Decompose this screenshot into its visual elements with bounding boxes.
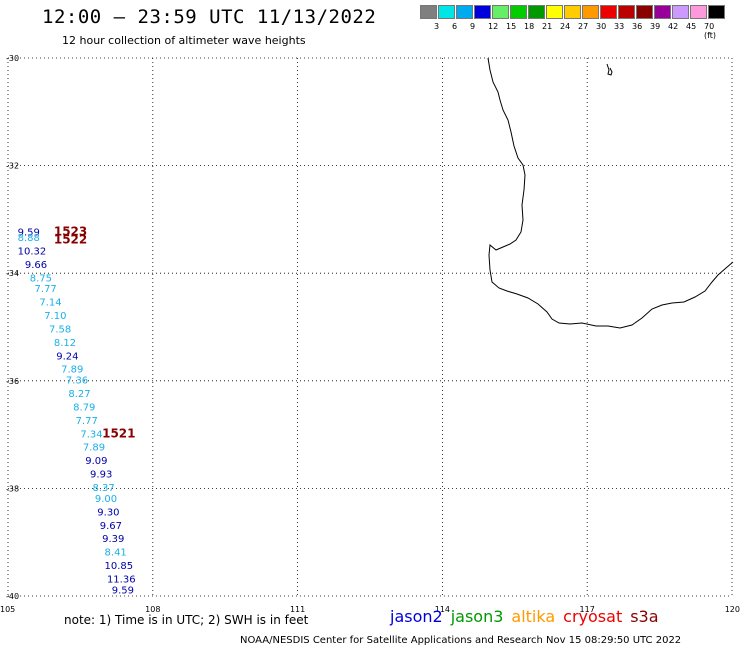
legend-satellite-name: s3a (630, 607, 659, 626)
australia-coastline (487, 57, 734, 329)
credit-line: NOAA/NESDIS Center for Satellite Applica… (240, 635, 682, 646)
wave-height-value: 9.39 (102, 534, 124, 545)
wave-height-value: 7.77 (35, 284, 57, 295)
color-swatch (546, 5, 563, 19)
axis-labels: -30 -32 -34 -36 -38 -40 105 108 111 114 117 120 (0, 54, 740, 614)
color-swatch (600, 5, 617, 19)
lat-tick-label: -32 (6, 162, 19, 171)
color-swatch (528, 5, 545, 19)
wave-height-value: 8.12 (54, 338, 76, 349)
color-swatch (636, 5, 653, 19)
lat-tick-label: -30 (6, 54, 19, 63)
color-scale-swatches (420, 5, 726, 19)
legend-satellite-name: jason2 (390, 607, 443, 626)
color-swatch (582, 5, 599, 19)
lat-tick-label: -34 (6, 269, 19, 278)
lon-tick-label: 120 (725, 605, 740, 614)
wave-height-value: 11.36 (107, 575, 136, 586)
wave-height-value: 7.58 (49, 324, 71, 335)
wave-height-color-scale: 3 6 9 12 15 18 21 24 27 30 33 36 39 42 45 70 (ft) (420, 5, 726, 40)
color-scale-tick-label: 18 (524, 22, 535, 31)
wave-height-value: 8.75 (30, 273, 52, 284)
color-swatch (618, 5, 635, 19)
lat-lon-grid (7, 57, 733, 597)
color-swatch (708, 5, 725, 19)
color-scale-tick-label: 21 (542, 22, 553, 31)
wave-height-value: 8.37 (92, 483, 114, 494)
lat-tick-label: -38 (6, 484, 19, 493)
color-swatch (510, 5, 527, 19)
wave-height-value: 10.32 (18, 246, 47, 257)
color-scale-tick-label: 6 (452, 22, 458, 31)
color-scale-tick-label: 39 (650, 22, 661, 31)
color-scale-tick-label: 12 (488, 22, 499, 31)
wave-height-value: 9.66 (25, 260, 47, 271)
pass-time-label: 1523 (54, 225, 87, 239)
color-scale-tick-label: 45 (686, 22, 697, 31)
wave-height-value: 8.79 (73, 402, 95, 413)
color-scale-tick-label: 33 (614, 22, 625, 31)
wave-height-value: 7.14 (39, 297, 61, 308)
color-scale-tick-label: 15 (506, 22, 517, 31)
wave-height-value: 9.59 (18, 228, 40, 239)
color-scale-tick-label: 27 (578, 22, 589, 31)
map-title: 12:00 — 23:59 UTC 11/13/2022 (42, 6, 377, 28)
wave-height-value: 7.10 (44, 311, 66, 322)
wave-height-value: 7.36 (66, 375, 88, 386)
legend-satellite-name: altika (511, 607, 556, 626)
satellite-legend: jason2 jason3 altika cryosat s3a (390, 607, 667, 626)
lat-tick-label: -36 (6, 377, 19, 386)
color-scale-tick-label: 3 (434, 22, 440, 31)
wave-height-value: 7.77 (76, 416, 98, 427)
color-scale-ticks: 3 6 9 12 15 18 21 24 27 30 33 36 39 42 45 70 (ft) (420, 19, 726, 40)
color-scale-tick-label: 42 (668, 22, 679, 31)
color-swatch (438, 5, 455, 19)
pass-time-label: 1521 (102, 426, 135, 440)
wave-height-value: 8.88 (18, 233, 40, 244)
map-subtitle: 12 hour collection of altimeter wave hei… (62, 34, 306, 47)
island-coastline (606, 63, 613, 76)
lat-tick-label: -40 (6, 592, 19, 601)
wave-height-value: 7.34 (80, 429, 102, 440)
wave-height-value: 8.41 (105, 548, 127, 559)
wave-height-observations: 9.598.8810.329.668.757.777.147.107.588.1… (18, 228, 136, 597)
color-swatch (474, 5, 491, 19)
color-scale-tick-label: 70 (ft) (704, 22, 717, 40)
color-scale-tick-label: 9 (470, 22, 476, 31)
color-swatch (690, 5, 707, 19)
lon-tick-label: 111 (290, 605, 305, 614)
color-scale-tick-label: 30 (596, 22, 607, 31)
color-swatch (672, 5, 689, 19)
color-scale-tick-label: 24 (560, 22, 571, 31)
lon-tick-label: 108 (145, 605, 160, 614)
wave-height-value: 9.24 (56, 351, 78, 362)
wave-height-value: 9.67 (100, 521, 122, 532)
wave-height-value: 9.00 (95, 494, 117, 505)
lon-tick-label: 105 (0, 605, 15, 614)
wave-height-value: 7.89 (61, 365, 83, 376)
lon-tick-label: 117 (580, 605, 595, 614)
units-note: note: 1) Time is in UTC; 2) SWH is in fe… (64, 613, 309, 627)
wave-height-value: 9.59 (112, 585, 134, 596)
pass-time-label: 1522 (54, 233, 87, 247)
legend-satellite-name: jason3 (450, 607, 504, 626)
wave-height-value: 9.09 (85, 456, 107, 467)
color-swatch (456, 5, 473, 19)
wave-height-value: 10.85 (105, 561, 134, 572)
color-swatch (420, 5, 437, 19)
lon-tick-label: 114 (435, 605, 450, 614)
color-scale-tick-label: 36 (632, 22, 643, 31)
color-swatch (492, 5, 509, 19)
wave-height-value: 7.89 (83, 443, 105, 454)
wave-height-value: 9.30 (97, 507, 119, 518)
color-swatch (654, 5, 671, 19)
wave-height-value: 8.27 (68, 389, 90, 400)
legend-satellite-name: cryosat (563, 607, 623, 626)
wave-height-value: 9.93 (90, 470, 112, 481)
color-swatch (564, 5, 581, 19)
coastline (487, 57, 734, 329)
